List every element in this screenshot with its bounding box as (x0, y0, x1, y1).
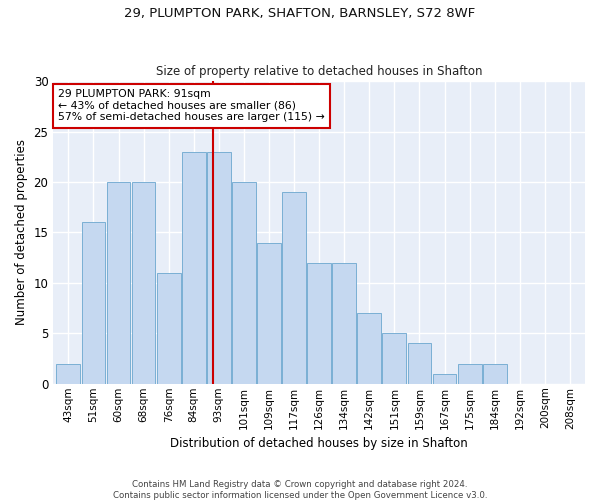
Bar (382, 334, 406, 384)
Bar (131, 182, 155, 384)
Bar (407, 344, 431, 384)
Title: Size of property relative to detached houses in Shafton: Size of property relative to detached ho… (156, 66, 482, 78)
Bar (483, 364, 506, 384)
Bar (307, 262, 331, 384)
Bar (433, 374, 457, 384)
Y-axis label: Number of detached properties: Number of detached properties (15, 140, 28, 326)
Bar (107, 182, 130, 384)
Bar (232, 182, 256, 384)
Bar (257, 242, 281, 384)
X-axis label: Distribution of detached houses by size in Shafton: Distribution of detached houses by size … (170, 437, 468, 450)
Bar (332, 262, 356, 384)
Bar (458, 364, 482, 384)
Text: Contains HM Land Registry data © Crown copyright and database right 2024.
Contai: Contains HM Land Registry data © Crown c… (113, 480, 487, 500)
Bar (282, 192, 306, 384)
Text: 29 PLUMPTON PARK: 91sqm
← 43% of detached houses are smaller (86)
57% of semi-de: 29 PLUMPTON PARK: 91sqm ← 43% of detache… (58, 89, 325, 122)
Bar (157, 273, 181, 384)
Bar (358, 313, 381, 384)
Bar (82, 222, 106, 384)
Bar (56, 364, 80, 384)
Bar (182, 152, 206, 384)
Text: 29, PLUMPTON PARK, SHAFTON, BARNSLEY, S72 8WF: 29, PLUMPTON PARK, SHAFTON, BARNSLEY, S7… (124, 8, 476, 20)
Bar (207, 152, 231, 384)
